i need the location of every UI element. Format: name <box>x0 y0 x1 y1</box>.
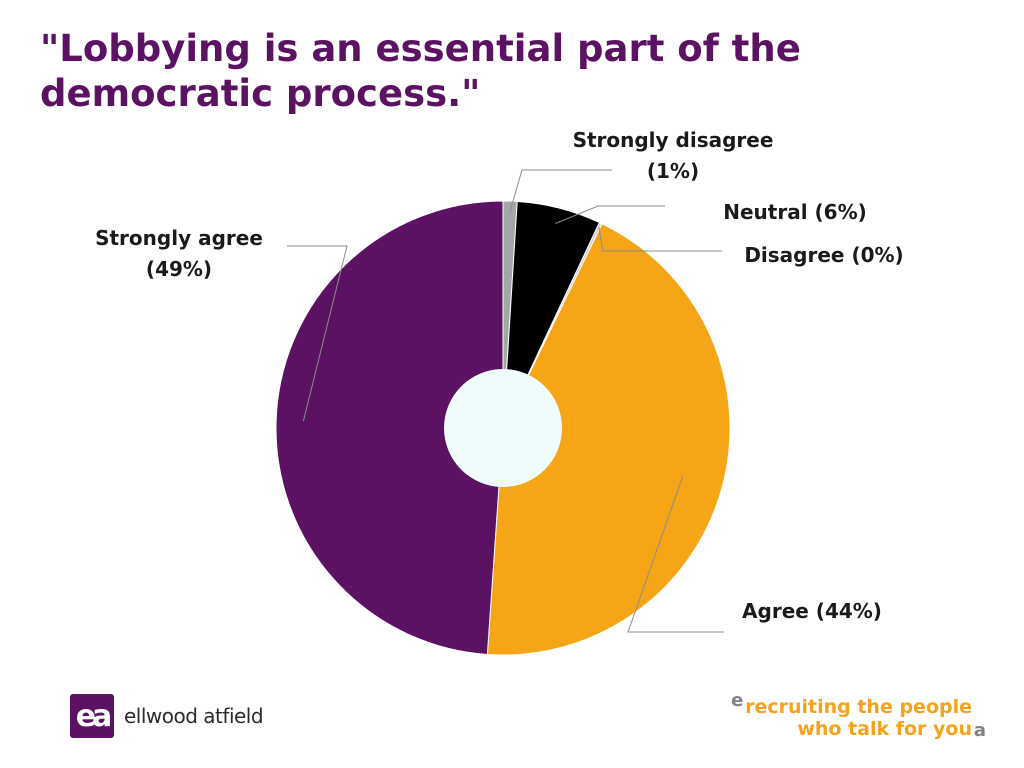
tagline-line-2: who talk for you <box>797 718 972 740</box>
slide-title: "Lobbying is an essential part of the de… <box>40 27 801 115</box>
doughnut-hole <box>444 369 562 487</box>
data-label-disagree: Disagree (0%) <box>744 243 903 267</box>
logo-text: ellwood atfield <box>124 704 264 728</box>
data-label-neutral: Neutral (6%) <box>723 200 867 224</box>
data-label-agree: Agree (44%) <box>742 599 882 623</box>
leader-line-strongly-agree <box>287 245 348 422</box>
leader-line-neutral <box>555 205 665 224</box>
slice-agree <box>486 223 731 656</box>
tagline-open-mark: e <box>731 690 744 711</box>
leader-line-strongly-disagree <box>509 169 612 213</box>
tagline: e recruiting the people who talk for you… <box>731 690 986 741</box>
ea-logo-icon: ea <box>70 694 114 738</box>
leader-line-disagree <box>598 227 722 252</box>
slice-strongly-agree <box>275 200 504 655</box>
data-label-strongly-agree: Strongly agree (49%) <box>95 226 263 281</box>
leader-line-agree <box>627 475 724 633</box>
data-label-strongly-disagree: Strongly disagree (1%) <box>573 128 774 183</box>
tagline-line-1: recruiting the people <box>745 696 972 718</box>
tagline-close-mark: a <box>973 720 986 741</box>
company-logo: ea ellwood atfield <box>70 694 264 738</box>
